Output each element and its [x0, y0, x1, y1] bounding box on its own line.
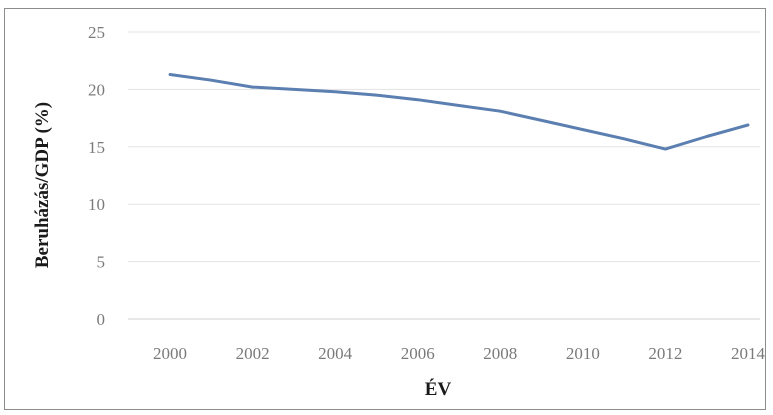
chart-frame: 0 5 10 15 20 25 2000 2002 2004 2006 2008 2010 2012 2… — [4, 8, 766, 410]
y-axis-title: Beruházás/GDP (%) — [32, 102, 53, 268]
x-tick-label: 2012 — [648, 344, 682, 363]
y-tick-label: 5 — [97, 253, 106, 272]
x-tick-label: 2000 — [153, 344, 187, 363]
x-tick-label: 2008 — [483, 344, 517, 363]
y-axis-ticks: 0 5 10 15 20 25 — [88, 23, 105, 329]
y-tick-label: 0 — [97, 310, 106, 329]
x-axis-ticks: 2000 2002 2004 2006 2008 2010 2012 2014 — [153, 344, 766, 363]
x-tick-label: 2006 — [401, 344, 435, 363]
series-line-0 — [168, 73, 750, 151]
y-tick-label: 15 — [88, 138, 105, 157]
x-tick-label: 2002 — [236, 344, 270, 363]
x-tick-label: 2004 — [318, 344, 353, 363]
y-tick-label: 10 — [88, 195, 105, 214]
x-tick-label: 2014 — [731, 344, 765, 363]
y-tick-label: 25 — [88, 23, 105, 42]
x-tick-label: 2010 — [566, 344, 600, 363]
x-axis-title: ÉV — [425, 378, 452, 400]
gridlines — [128, 31, 760, 320]
series-layer — [168, 73, 750, 151]
y-tick-label: 20 — [88, 80, 105, 99]
